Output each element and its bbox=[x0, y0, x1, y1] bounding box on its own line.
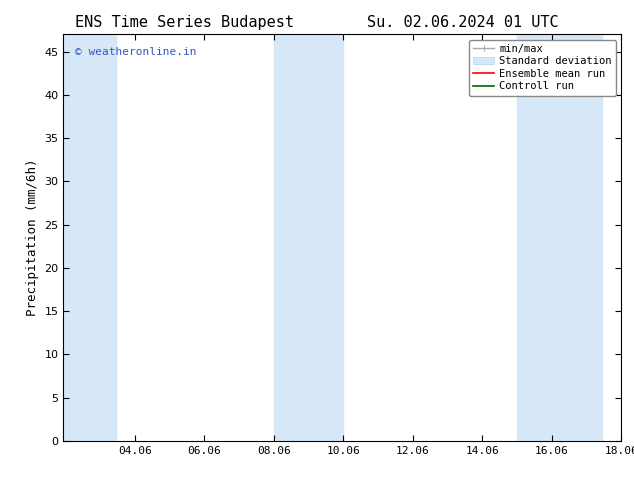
Bar bbox=[63, 34, 115, 441]
Text: ENS Time Series Budapest        Su. 02.06.2024 01 UTC: ENS Time Series Budapest Su. 02.06.2024 … bbox=[75, 15, 559, 30]
Bar bbox=[274, 34, 344, 441]
Bar bbox=[517, 34, 602, 441]
Legend: min/max, Standard deviation, Ensemble mean run, Controll run: min/max, Standard deviation, Ensemble me… bbox=[469, 40, 616, 96]
Y-axis label: Precipitation (mm/6h): Precipitation (mm/6h) bbox=[26, 159, 39, 317]
Text: © weatheronline.in: © weatheronline.in bbox=[75, 47, 196, 56]
